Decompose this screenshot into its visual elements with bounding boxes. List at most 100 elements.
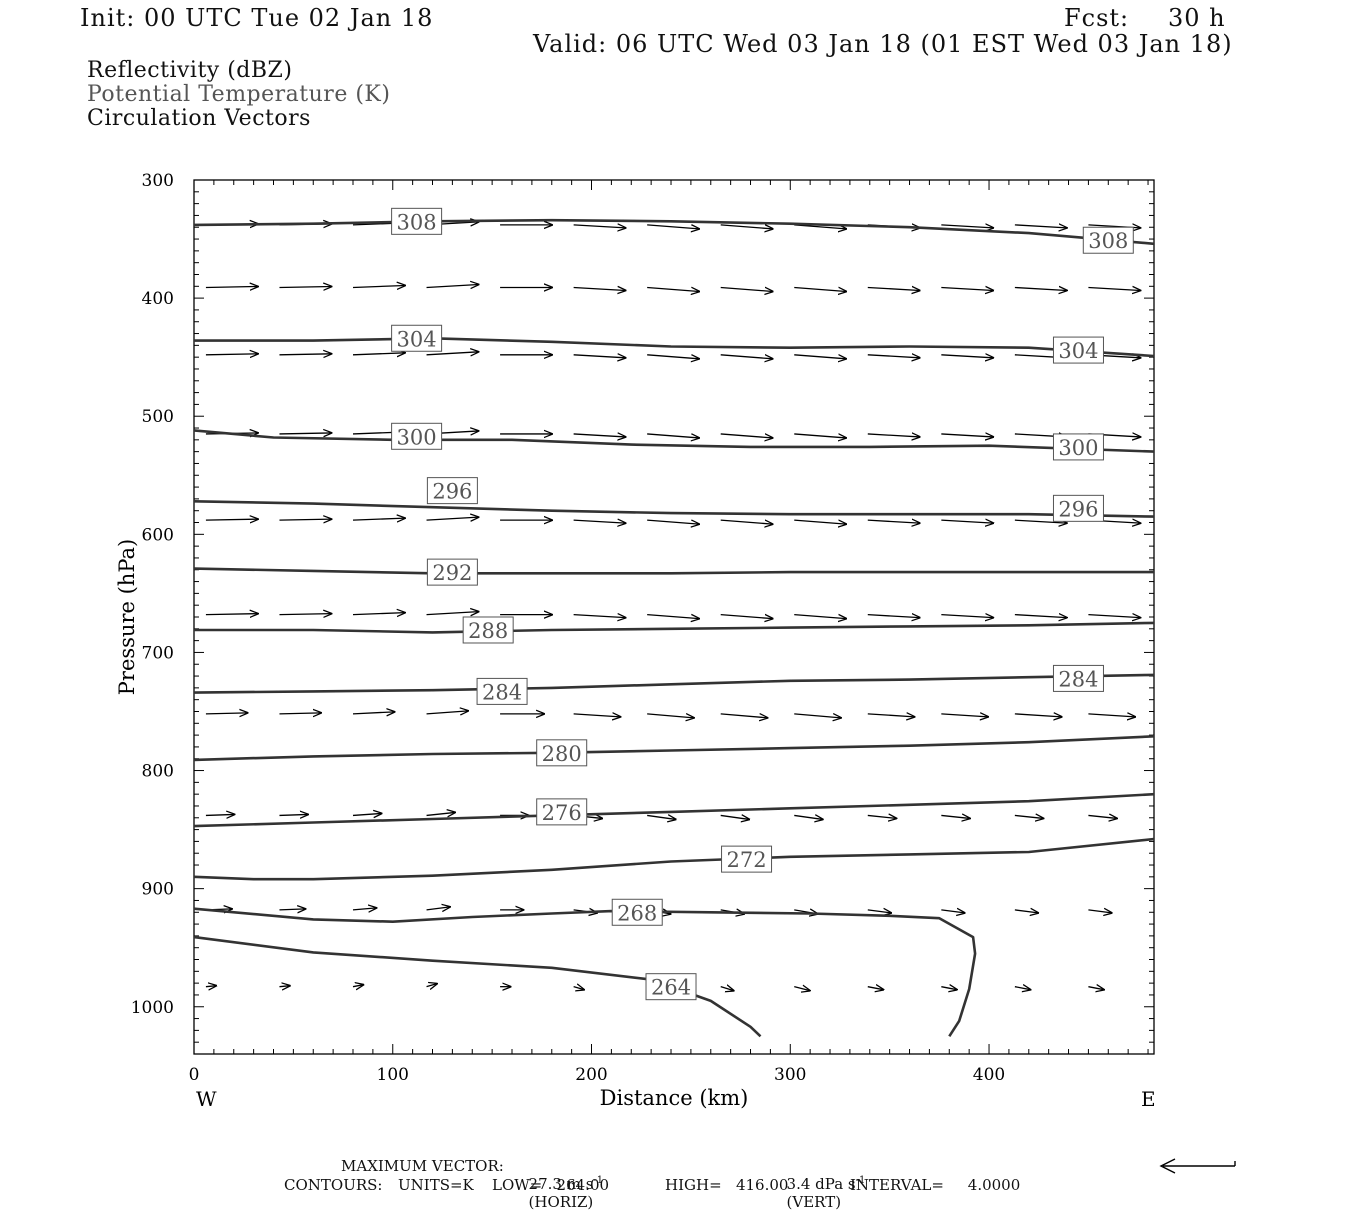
circulation-vector [941, 520, 993, 523]
circulation-vector [720, 815, 750, 819]
circulation-vector [426, 984, 437, 987]
circulation-vector [1088, 815, 1117, 818]
circulation-vector [941, 910, 964, 913]
circulation-vector [1014, 910, 1038, 913]
circulation-vector [352, 613, 405, 615]
circulation-vector [794, 615, 846, 619]
vert-unit: (VERT) [786, 1193, 842, 1211]
circulation-vector [205, 713, 248, 714]
theta-contour-272 [193, 837, 1155, 881]
circulation-vector [794, 520, 846, 524]
circulation-vector [1014, 987, 1031, 990]
circulation-vector [941, 714, 988, 717]
x-tick-label: 300 [774, 1065, 806, 1085]
theta-contour-284 [193, 673, 1155, 694]
contour-label-box [462, 616, 514, 644]
circulation-vector [426, 711, 469, 714]
contour-label-box [536, 798, 588, 826]
circulation-vector [205, 354, 258, 355]
circulation-vector [647, 434, 699, 438]
circulation-vector [647, 520, 699, 524]
y-tick-label: 700 [142, 643, 174, 663]
contour-label: 280 [542, 742, 582, 766]
circulation-vector [426, 612, 479, 615]
circulation-vector [794, 355, 846, 359]
circulation-vector [941, 434, 993, 437]
circulation-vector [279, 286, 331, 287]
contour-label: 296 [1058, 497, 1098, 521]
contour-label: 284 [1058, 667, 1098, 691]
circulation-vector [205, 986, 216, 987]
circulation-vector [867, 910, 891, 913]
circulation-vector [279, 713, 321, 714]
reference-vector-arrow [1159, 1158, 1236, 1174]
horiz-value: 27.3 m s [528, 1175, 594, 1193]
x-tick-label: 200 [575, 1065, 607, 1085]
circulation-vector [1088, 910, 1111, 913]
y-tick-label: 500 [142, 407, 174, 427]
x-tick-label: 100 [377, 1065, 409, 1085]
contour-label-box [611, 898, 663, 926]
circulation-vector [426, 907, 450, 910]
circulation-vector [867, 520, 920, 523]
circulation-vector [720, 434, 773, 438]
circulation-vector [426, 284, 479, 287]
circulation-vector [720, 714, 768, 718]
circulation-vector [279, 519, 331, 520]
circulation-vector [1014, 714, 1062, 717]
contour-label: 276 [542, 801, 582, 825]
contour-label: 296 [432, 480, 472, 504]
legend-circulation-vectors: Circulation Vectors [87, 106, 311, 131]
contour-label: 264 [651, 976, 691, 1000]
init-time: Init: 00 UTC Tue 02 Jan 18 [80, 4, 434, 32]
horiz-unit: (HORIZ) [528, 1193, 594, 1211]
circulation-vector [573, 520, 626, 523]
circulation-vector [867, 815, 897, 818]
circulation-vector [1088, 615, 1140, 618]
circulation-vector [1014, 520, 1067, 523]
contour-label-box [391, 324, 443, 352]
circulation-vector [647, 225, 699, 229]
contours-high: HIGH= 416.00 [665, 1176, 789, 1194]
circulation-vector [1088, 287, 1140, 290]
circulation-vector [573, 434, 626, 437]
theta-contour-304 [194, 336, 1155, 358]
circulation-vector [867, 287, 920, 290]
cross-section-chart: 0 100 200 300 400 300 400 500 600 700 800 900 1000 3… [115, 171, 1156, 1111]
x-end-label-east: E [1141, 1087, 1156, 1111]
contour-label: 272 [726, 848, 766, 872]
circulation-vector [426, 812, 456, 815]
circulation-vector [720, 287, 773, 291]
circulation-vector [352, 985, 363, 987]
x-tick-label: 0 [189, 1065, 200, 1085]
contour-label: 292 [432, 561, 472, 585]
y-tick-label: 900 [142, 880, 174, 900]
contour-label-box [391, 422, 443, 450]
contour-label-box [1052, 433, 1104, 461]
circulation-vector [205, 814, 235, 815]
contour-label-box [1082, 226, 1134, 254]
circulation-vector [279, 986, 289, 987]
valid-time: Valid: 06 UTC Wed 03 Jan 18 (01 EST Wed … [533, 30, 1233, 58]
circulation-vector [1088, 987, 1104, 990]
contours-low: LOW= 264.00 [492, 1176, 610, 1194]
circulation-vector [941, 225, 993, 228]
circulation-vector [205, 286, 258, 287]
circulation-vector [426, 517, 479, 520]
theta-contour-280 [193, 735, 1155, 762]
circulation-vector [867, 714, 915, 717]
circulation-vector [1088, 714, 1135, 717]
circulation-vector [720, 615, 773, 619]
theta-contour-300 [193, 429, 1155, 453]
theta-contour-264 [193, 935, 762, 1038]
contours-label: CONTOURS: [284, 1176, 383, 1194]
horiz-exponent: -1 [593, 1175, 604, 1186]
theta-contour-308 [193, 218, 1155, 246]
contour-label-box [645, 973, 697, 1001]
circulation-vector [426, 352, 479, 355]
circulation-vector [573, 287, 626, 290]
contour-label-box [426, 558, 478, 586]
circulation-vector [1014, 287, 1067, 290]
contours-interval: INTERVAL= 4.0000 [850, 1176, 1021, 1194]
circulation-vector [1014, 615, 1067, 618]
